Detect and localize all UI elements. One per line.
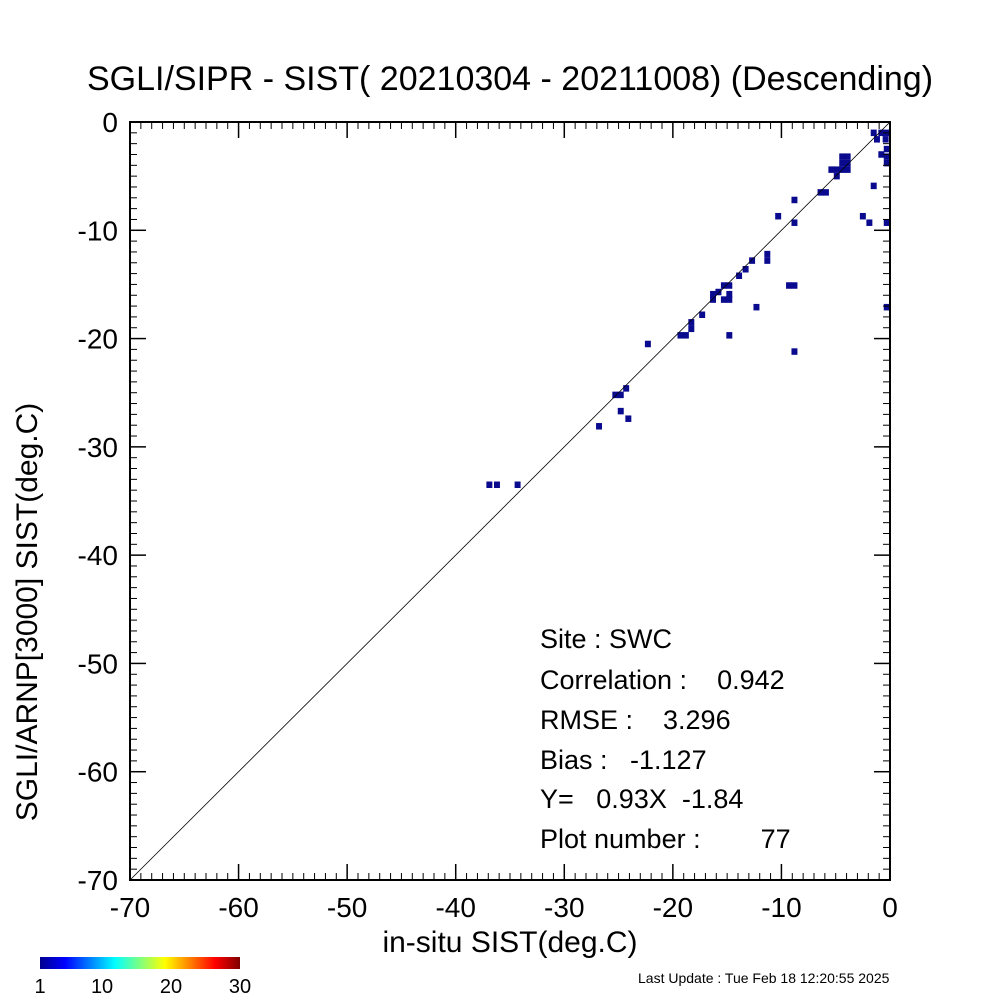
x-tick-label: -20	[653, 892, 693, 923]
density-cell	[726, 296, 733, 303]
x-tick-label: -10	[761, 892, 801, 923]
x-tick-label: -30	[544, 892, 584, 923]
density-cell	[844, 153, 851, 160]
density-cell	[878, 129, 885, 137]
density-cell	[833, 166, 840, 173]
density-cell	[753, 303, 760, 311]
density-cell	[764, 257, 771, 264]
density-cell	[833, 172, 840, 180]
density-cell	[883, 159, 890, 167]
density-cell	[828, 166, 835, 173]
stats-box: Site : SWC Correlation : 0.942 RMSE : 3.…	[540, 624, 791, 854]
x-tick-label: 0	[882, 892, 898, 923]
density-cell	[726, 290, 733, 298]
density-cell	[699, 311, 706, 318]
density-cell	[882, 136, 889, 143]
density-cell	[839, 153, 846, 160]
stats-rmse: RMSE : 3.296	[540, 705, 731, 735]
density-cell	[688, 319, 695, 326]
density-cell	[710, 290, 717, 298]
colorbar: 1 10 20 30	[34, 957, 251, 998]
colorbar-gradient	[40, 957, 240, 969]
density-cell	[682, 332, 689, 339]
density-cells	[486, 129, 890, 489]
stats-bias: Bias : -1.127	[540, 745, 707, 775]
density-cell	[726, 332, 733, 339]
density-cell	[839, 159, 846, 167]
density-cell	[791, 348, 798, 355]
density-cell	[486, 481, 493, 489]
stats-correlation: Correlation : 0.942	[540, 665, 785, 695]
density-cell	[870, 182, 877, 190]
colorbar-tick-label: 1	[34, 976, 45, 998]
density-cell	[873, 136, 880, 143]
y-tick-label: -50	[78, 648, 118, 679]
x-axis-title: in-situ SIST(deg.C)	[382, 926, 637, 959]
density-cell	[775, 212, 782, 220]
density-cell	[493, 481, 500, 489]
density-cell	[612, 391, 619, 399]
density-cell	[749, 257, 756, 264]
chart-title: SGLI/SIPR - SIST( 20210304 - 20211008) (…	[87, 60, 933, 98]
density-cell	[883, 219, 890, 226]
density-cell	[866, 219, 873, 226]
density-cell	[617, 391, 624, 399]
density-cell	[742, 266, 749, 273]
density-cell	[514, 481, 521, 489]
density-cell	[844, 159, 851, 167]
density-cell	[710, 296, 717, 303]
colorbar-labels: 1 10 20 30	[34, 976, 251, 998]
density-cell	[596, 423, 603, 430]
y-tick-label: -60	[78, 757, 118, 788]
density-cell	[715, 288, 722, 296]
density-cell	[878, 151, 885, 158]
density-cell	[726, 282, 733, 289]
y-tick-label: -20	[78, 324, 118, 355]
y-axis-title: SGLI/ARNP[3000] SIST(deg.C)	[11, 403, 44, 822]
density-cell	[677, 332, 684, 339]
density-cell	[736, 272, 743, 280]
one-to-one-line	[129, 121, 891, 881]
colorbar-tick-label: 10	[91, 976, 113, 998]
minor-ticks	[130, 122, 890, 880]
stats-site: Site : SWC	[540, 624, 672, 654]
density-cell	[625, 415, 632, 422]
density-cell	[720, 296, 727, 303]
density-cell	[617, 407, 624, 415]
density-cell	[786, 282, 793, 289]
density-cell	[688, 325, 695, 333]
density-cell	[817, 189, 824, 196]
colorbar-tick-label: 30	[229, 976, 251, 998]
y-tick-label: -10	[78, 215, 118, 246]
density-cell	[822, 189, 829, 196]
density-cell	[844, 166, 851, 173]
density-cell	[883, 303, 890, 311]
density-cell	[791, 196, 798, 204]
colorbar-tick-label: 20	[160, 976, 182, 998]
density-cell	[644, 340, 651, 348]
density-cell	[623, 385, 630, 392]
density-cell	[870, 129, 877, 137]
y-tick-label: -70	[78, 865, 118, 896]
density-cell	[791, 282, 798, 289]
density-cell	[791, 219, 798, 226]
x-tick-label: -40	[435, 892, 475, 923]
last-update: Last Update : Tue Feb 18 12:20:55 2025	[638, 970, 890, 986]
y-axis-ticks: -70 -60 -50 -40 -30 -20 -10 0	[78, 107, 890, 896]
x-tick-label: -50	[327, 892, 367, 923]
stats-plot-number: Plot number : 77	[540, 824, 791, 854]
density-cell	[883, 145, 890, 153]
x-tick-label: -70	[110, 892, 150, 923]
density-cell	[859, 212, 866, 220]
x-tick-label: -60	[218, 892, 258, 923]
density-cell	[720, 282, 727, 289]
y-tick-label: -30	[78, 432, 118, 463]
stats-fit: Y= 0.93X -1.84	[540, 784, 743, 814]
density-cell	[883, 153, 890, 160]
x-axis-ticks: -70 -60 -50 -40 -30 -20 -10 0	[110, 122, 898, 923]
y-tick-label: -40	[78, 540, 118, 571]
y-tick-label: 0	[102, 107, 118, 138]
density-cell	[764, 250, 771, 258]
